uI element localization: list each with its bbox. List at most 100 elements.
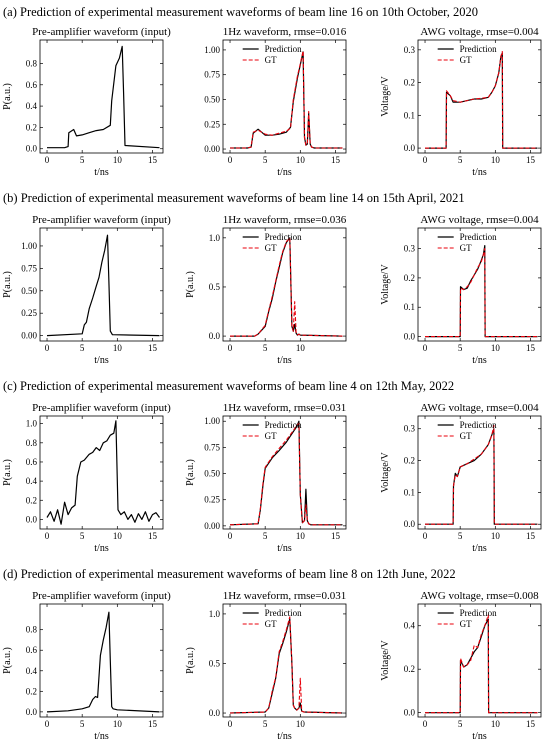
y-tick-label: 0.0 [26, 514, 38, 524]
y-tick-label: 0.5 [209, 658, 221, 668]
x-tick-label: 0 [45, 531, 50, 541]
x-tick-label: 10 [113, 719, 123, 729]
x-axis-label: t/ns [472, 543, 487, 554]
y-axis-label: P(a.u.) [185, 271, 196, 298]
gt-series-line [425, 424, 538, 525]
y-tick-label: 0.50 [204, 469, 220, 479]
x-axis-label: t/ns [472, 167, 487, 178]
x-tick-label: 15 [148, 155, 158, 165]
chart-title: Pre-amplifier waveform (input) [32, 590, 171, 602]
y-tick-label: 0.8 [26, 58, 38, 68]
y-tick-label: 0.25 [204, 119, 220, 129]
legend-prediction-label: Prediction [265, 44, 302, 54]
y-tick-label: 0.50 [21, 286, 37, 296]
y-tick-label: 0.0 [404, 519, 416, 529]
prediction-series-line [230, 51, 343, 149]
y-axis-label: P(a.u.) [2, 647, 13, 674]
y-tick-label: 1.00 [204, 45, 220, 55]
y-tick-label: 0.75 [21, 263, 37, 273]
x-tick-label: 10 [296, 155, 306, 165]
y-tick-label: 0.4 [26, 476, 38, 486]
x-tick-label: 15 [526, 719, 536, 729]
y-tick-label: 0.2 [404, 664, 415, 674]
x-tick-label: 15 [331, 155, 341, 165]
y-tick-label: 0.00 [204, 521, 220, 531]
x-tick-label: 0 [228, 719, 233, 729]
plot-frame [417, 415, 542, 530]
x-tick-label: 5 [458, 343, 463, 353]
y-tick-label: 0.2 [26, 122, 37, 132]
gt-series-line [425, 247, 538, 338]
gt-series-line [229, 422, 343, 526]
y-tick-label: 0.1 [404, 302, 415, 312]
gt-series-line [230, 50, 343, 149]
y-tick-label: 0.5 [209, 282, 221, 292]
y-axis-label: P(a.u.) [185, 459, 196, 486]
chart-title: 1Hz waveform, rmse=0.031 [223, 402, 347, 414]
legend-gt-label: GT [265, 243, 277, 253]
y-tick-label: 0.1 [404, 110, 415, 120]
x-tick-label: 5 [263, 155, 268, 165]
gt-series-line [425, 614, 538, 714]
gt-series-line [425, 50, 538, 149]
y-tick-label: 0.0 [404, 708, 416, 718]
x-tick-label: 5 [80, 343, 85, 353]
x-tick-label: 5 [80, 719, 85, 729]
legend-prediction-label: Prediction [460, 420, 497, 430]
chart-panel: Pre-amplifier waveform (input) 0 5 10 15 0.0 0… [2, 590, 171, 742]
y-axis-label: P(a.u.) [2, 83, 13, 110]
y-tick-label: 0.8 [26, 625, 38, 635]
x-tick-label: 5 [263, 531, 268, 541]
legend-gt-label: GT [265, 55, 277, 65]
y-axis-label: Voltage/V [380, 76, 391, 117]
chart-title: Pre-amplifier waveform (input) [32, 214, 171, 226]
x-tick-label: 15 [526, 531, 536, 541]
x-tick-label: 0 [423, 719, 428, 729]
plot-frame [417, 603, 542, 718]
input-series-line [46, 611, 160, 713]
prediction-series-line [425, 245, 538, 338]
chart-panel: 1Hz waveform, rmse=0.031 0 5 10 15 0.00 0.25 0.… [185, 402, 347, 554]
x-tick-label: 15 [526, 343, 536, 353]
legend-gt-label: GT [265, 431, 277, 441]
legend-prediction-label: Prediction [265, 232, 302, 242]
x-axis-label: t/ns [277, 355, 292, 366]
y-tick-label: 0.8 [26, 438, 38, 448]
x-tick-label: 0 [423, 531, 428, 541]
y-axis-label: P(a.u.) [185, 647, 196, 674]
row-title: (b) Prediction of experimental measureme… [3, 191, 465, 205]
x-tick-label: 0 [228, 343, 233, 353]
y-tick-label: 0.0 [209, 331, 221, 341]
y-tick-label: 0.25 [204, 495, 220, 505]
x-tick-label: 15 [331, 531, 341, 541]
x-axis-label: t/ns [277, 167, 292, 178]
input-series-line [47, 45, 160, 149]
chart-panel: Pre-amplifier waveform (input) 0 5 10 15 0.0 0… [2, 26, 171, 178]
plot-frame [39, 39, 164, 154]
chart-panel: 1Hz waveform, rmse=0.031 0 5 10 0.0 0.5 1.0 t/n… [185, 590, 347, 742]
y-tick-label: 0.3 [404, 424, 416, 434]
x-tick-label: 0 [228, 531, 233, 541]
x-tick-label: 0 [45, 155, 50, 165]
x-tick-label: 10 [113, 155, 123, 165]
chart-panel: 1Hz waveform, rmse=0.016 0 5 10 15 0.00 0.25 0.… [204, 26, 346, 178]
x-tick-label: 10 [296, 719, 306, 729]
row-title: (d) Prediction of experimental measureme… [3, 567, 456, 581]
y-tick-label: 0.75 [204, 442, 220, 452]
x-tick-label: 10 [113, 343, 123, 353]
x-tick-label: 10 [491, 531, 501, 541]
y-axis-label: P(a.u.) [2, 271, 13, 298]
chart-panel: AWG voltage, rmse=0.004 0 5 10 15 0.0 0.1 0.2 0.… [380, 402, 542, 554]
y-tick-label: 0.6 [26, 457, 38, 467]
gt-series-line [230, 237, 343, 337]
x-tick-label: 10 [296, 343, 306, 353]
y-tick-label: 0.0 [209, 708, 221, 718]
x-axis-label: t/ns [94, 355, 109, 366]
chart-panel: Pre-amplifier waveform (input) 0 5 10 15 0.0 0… [2, 402, 171, 554]
y-tick-label: 0.3 [404, 244, 416, 254]
y-tick-label: 0.1 [404, 487, 415, 497]
y-tick-label: 0.2 [404, 456, 415, 466]
legend-gt-label: GT [265, 619, 277, 629]
y-tick-label: 0.0 [404, 143, 416, 153]
y-tick-label: 0.2 [26, 495, 37, 505]
